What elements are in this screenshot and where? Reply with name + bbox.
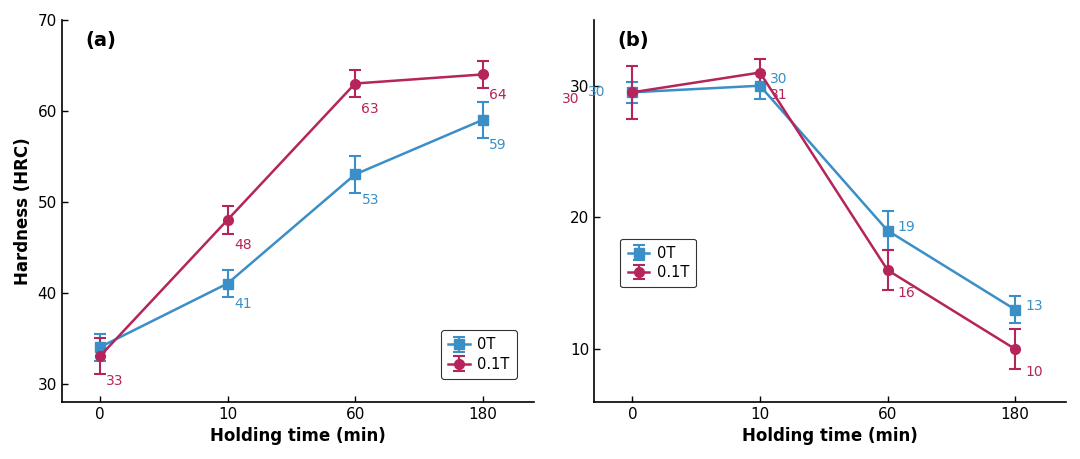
X-axis label: Holding time (min): Holding time (min) [742,427,918,445]
Y-axis label: Hardness (HRC): Hardness (HRC) [14,137,32,285]
Text: 16: 16 [897,286,916,300]
Text: (b): (b) [618,31,649,50]
Text: 30: 30 [563,92,580,106]
Legend: 0T, 0.1T: 0T, 0.1T [620,239,697,287]
Text: 48: 48 [234,238,252,252]
Text: 63: 63 [362,102,379,116]
Text: 33: 33 [106,375,124,388]
Text: 30: 30 [588,85,605,99]
Legend: 0T, 0.1T: 0T, 0.1T [441,330,517,379]
Text: 59: 59 [489,138,507,152]
Text: 10: 10 [1025,365,1043,379]
Text: 64: 64 [489,88,507,102]
Text: 13: 13 [1025,299,1043,313]
Text: 19: 19 [897,219,916,234]
Text: (a): (a) [85,31,117,50]
X-axis label: Holding time (min): Holding time (min) [210,427,386,445]
Text: 30: 30 [770,72,787,86]
Text: 31: 31 [770,88,787,102]
Text: 41: 41 [234,297,252,311]
Text: 53: 53 [362,193,379,207]
